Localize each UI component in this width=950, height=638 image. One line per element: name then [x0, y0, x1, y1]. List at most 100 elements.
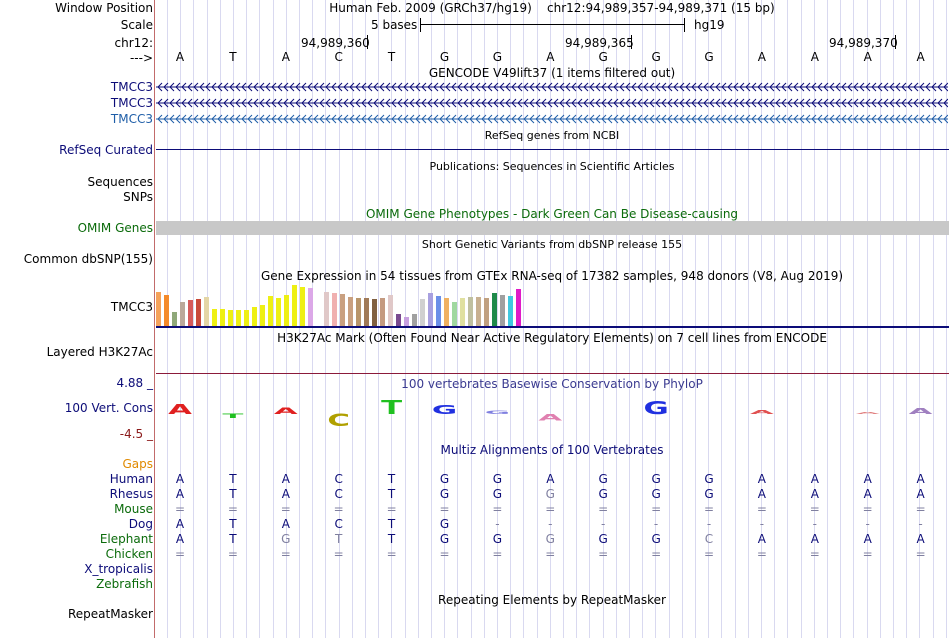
gtex-tissue-bar[interactable]: [212, 309, 217, 326]
gtex-tissue-bar[interactable]: [180, 302, 185, 326]
gencode-transcript-2[interactable]: [156, 98, 948, 108]
alignment-base: A: [757, 532, 766, 546]
label-tmcc3-2[interactable]: TMCC3: [110, 96, 153, 110]
phylop-base-glyph: G: [432, 402, 457, 417]
label-layered-h3k27ac[interactable]: Layered H3K27Ac: [46, 345, 153, 359]
label-repeatmasker[interactable]: RepeatMasker: [67, 607, 153, 621]
gtex-tissue-bar[interactable]: [364, 298, 369, 326]
alignment-base: A: [281, 472, 290, 486]
gtex-tissue-bar[interactable]: [444, 298, 449, 326]
alignment-base: -: [495, 517, 500, 531]
alignment-base: C: [334, 472, 343, 486]
scale-assembly: hg19: [694, 18, 725, 32]
gtex-tissue-bar[interactable]: [484, 298, 489, 326]
alignment-base: A: [757, 487, 766, 501]
gtex-tissue-bar[interactable]: [508, 296, 513, 326]
ref-base: T: [387, 50, 396, 64]
gtex-tissue-bar[interactable]: [204, 297, 209, 326]
gtex-tissue-bar[interactable]: [324, 292, 329, 326]
alignment-base: =: [809, 547, 820, 561]
label-species-elephant: Elephant: [99, 532, 153, 546]
gtex-tissue-bar[interactable]: [380, 298, 385, 326]
label-omim-genes[interactable]: OMIM Genes: [77, 221, 153, 235]
label-common-dbsnp[interactable]: Common dbSNP(155): [23, 252, 153, 266]
gtex-tissue-bar[interactable]: [172, 312, 177, 326]
ref-base: G: [704, 50, 714, 64]
gtex-tissue-bar[interactable]: [516, 289, 521, 326]
gtex-tissue-bar[interactable]: [332, 293, 337, 326]
refseq-title: RefSeq genes from NCBI: [484, 129, 620, 142]
alignment-base: G: [545, 487, 555, 501]
gtex-tissue-bar[interactable]: [228, 310, 233, 326]
gtex-tissue-bar[interactable]: [196, 299, 201, 326]
label-snps[interactable]: SNPs: [123, 190, 153, 204]
alignment-base: G: [492, 472, 503, 486]
omim-phenotype-bar[interactable]: [156, 221, 949, 235]
alignment-base: A: [863, 487, 872, 501]
alignment-base: A: [175, 472, 185, 486]
gtex-tissue-bar[interactable]: [372, 299, 377, 326]
gtex-tissue-bar[interactable]: [492, 293, 497, 326]
label-phylop-min: -4.5 _: [119, 427, 153, 441]
alignment-base: -: [759, 517, 765, 531]
gtex-tissue-bar[interactable]: [476, 297, 481, 326]
alignment-base: G: [598, 472, 608, 486]
gtex-title: Gene Expression in 54 tissues from GTEx …: [260, 269, 844, 283]
gtex-tissue-bar[interactable]: [300, 287, 305, 326]
phylop-base-glyph: T: [222, 413, 243, 420]
gtex-tissue-bar[interactable]: [396, 314, 401, 326]
gtex-tissue-bar[interactable]: [284, 295, 289, 326]
ref-base: A: [175, 50, 185, 64]
gtex-tissue-bar[interactable]: [428, 293, 433, 326]
gtex-tissue-bar[interactable]: [348, 297, 353, 326]
alignment-base: A: [281, 517, 290, 531]
label-tmcc3-3[interactable]: TMCC3: [110, 112, 153, 126]
alignment-base: =: [915, 547, 926, 561]
gtex-tissue-bar[interactable]: [308, 288, 313, 326]
gtex-tissue-bar[interactable]: [436, 296, 441, 326]
gtex-tissue-bar[interactable]: [460, 298, 465, 326]
alignment-base: =: [174, 502, 186, 516]
phylop-base-glyph: A: [274, 406, 298, 416]
gtex-tissue-bar[interactable]: [468, 297, 473, 326]
gtex-tissue-bar[interactable]: [156, 292, 161, 326]
gtex-tissue-bar[interactable]: [236, 310, 241, 326]
gtex-tissue-bar[interactable]: [388, 295, 393, 326]
label-species-dog: Dog: [128, 517, 153, 531]
gtex-tissue-bar[interactable]: [276, 298, 281, 326]
gtex-bar-chart[interactable]: [156, 283, 556, 326]
label-tmcc3-1[interactable]: TMCC3: [110, 80, 153, 94]
gencode-transcript-1[interactable]: [156, 82, 948, 92]
alignment-base: =: [227, 502, 238, 516]
gtex-tissue-bar[interactable]: [404, 317, 409, 326]
alignment-base: T: [387, 472, 396, 486]
gtex-tissue-bar[interactable]: [500, 295, 505, 326]
gtex-tissue-bar[interactable]: [412, 314, 417, 326]
gtex-tissue-bar[interactable]: [244, 310, 249, 326]
gtex-tissue-bar[interactable]: [220, 309, 225, 326]
gtex-tissue-bar[interactable]: [260, 305, 265, 326]
label-refseq-curated[interactable]: RefSeq Curated: [59, 143, 153, 157]
gtex-tissue-bar[interactable]: [420, 299, 425, 326]
gtex-tissue-bar[interactable]: [340, 294, 345, 326]
alignment-base: C: [704, 532, 714, 546]
coord-tick-3: [895, 35, 896, 49]
label-sequences[interactable]: Sequences: [87, 175, 153, 189]
gencode-transcript-3[interactable]: [156, 114, 948, 124]
gtex-gene-line[interactable]: [156, 326, 949, 328]
gtex-tissue-bar[interactable]: [188, 300, 193, 326]
gtex-tissue-bar[interactable]: [268, 296, 273, 326]
alignment-base: =: [439, 502, 450, 516]
gtex-tissue-bar[interactable]: [292, 285, 297, 326]
gtex-tissue-bar[interactable]: [356, 298, 361, 326]
phylop-logo[interactable]: A TA CT G G A G A A A: [156, 400, 949, 430]
gtex-tissue-bar[interactable]: [452, 302, 457, 326]
refseq-gene-line[interactable]: [156, 149, 949, 150]
gtex-tissue-bar[interactable]: [164, 295, 169, 326]
alignment-base: T: [229, 532, 237, 546]
label-gtex-tmcc3[interactable]: TMCC3: [110, 300, 153, 314]
label-100-vert-cons[interactable]: 100 Vert. Cons: [64, 401, 153, 415]
gtex-tissue-bar[interactable]: [252, 307, 257, 326]
ref-base: G: [439, 50, 450, 64]
